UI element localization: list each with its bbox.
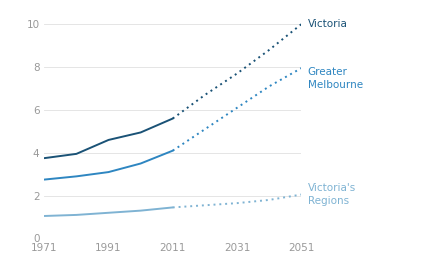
Text: Greater
Melbourne: Greater Melbourne <box>308 67 363 91</box>
Text: Victoria: Victoria <box>308 19 348 29</box>
Text: Victoria's
Regions: Victoria's Regions <box>308 183 356 206</box>
